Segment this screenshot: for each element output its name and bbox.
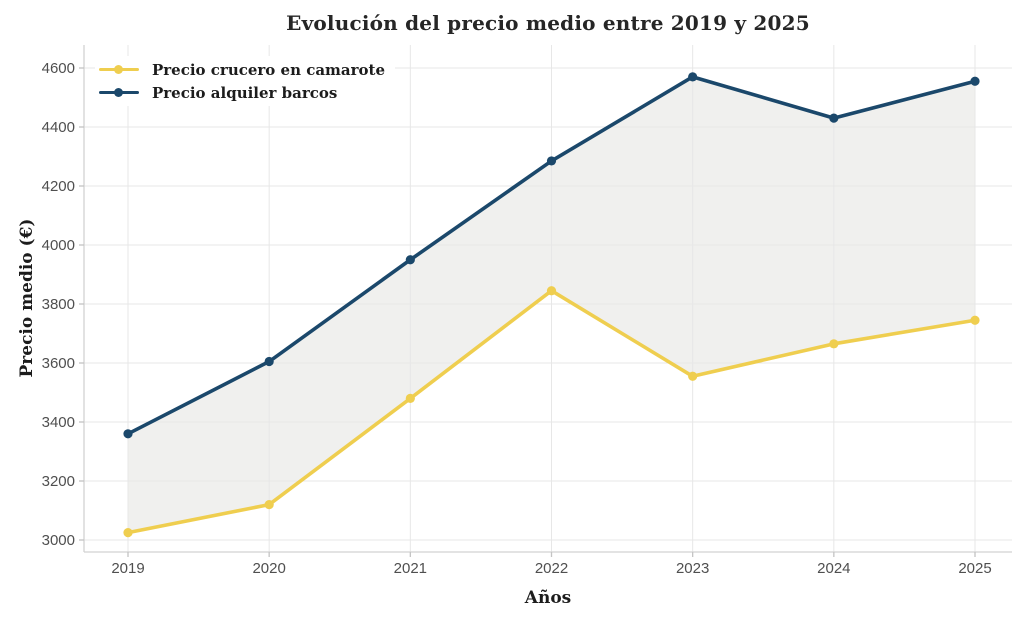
x-tick-label: 2019 [111,560,144,577]
chart-legend: Precio crucero en camarote Precio alquil… [95,56,396,106]
series-band [128,76,975,533]
y-tick-label: 4200 [42,178,75,195]
y-tick-label: 3600 [42,355,75,372]
y-tick-label: 3000 [42,532,75,549]
data-point [123,528,133,538]
x-tick-label: 2025 [958,560,991,577]
data-point [405,393,415,403]
legend-item-alquiler: Precio alquiler barcos [99,81,385,104]
data-point [264,500,274,510]
data-point [688,371,698,381]
y-tick-label: 4000 [42,237,75,254]
legend-label: Precio alquiler barcos [152,83,338,102]
x-tick-label: 2020 [252,560,285,577]
y-tick-label: 4400 [42,119,75,136]
y-tick-label: 3200 [42,473,75,490]
x-tick-label: 2023 [676,560,709,577]
data-point [829,339,839,349]
x-tick-label: 2024 [817,560,850,577]
chart-title: Evolución del precio medio entre 2019 y … [286,11,810,35]
data-point [546,286,557,296]
data-point [123,429,133,439]
x-tick-label: 2022 [535,560,568,577]
data-point [688,72,698,82]
data-point [829,113,839,123]
legend-label: Precio crucero en camarote [152,60,386,79]
data-point [546,156,557,166]
y-tick-label: 3400 [42,414,75,431]
x-axis-label: Años [524,588,572,608]
legend-line-marker-icon [99,65,139,75]
x-tick-label: 2021 [394,560,427,577]
data-point [970,315,980,325]
y-tick-label: 4600 [42,60,75,77]
data-point [264,356,274,367]
data-point [405,255,415,265]
legend-item-crucero: Precio crucero en camarote [99,58,385,81]
data-point [970,76,980,86]
y-tick-label: 3800 [42,296,75,313]
legend-line-marker-icon [99,88,139,98]
y-axis-label: Precio medio (€) [17,218,37,378]
